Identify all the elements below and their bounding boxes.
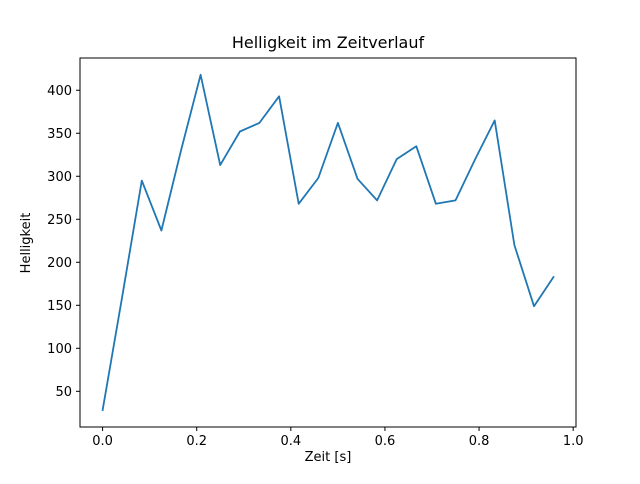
x-tick-label: 0.6 <box>375 434 396 449</box>
y-axis-label: Helligkeit <box>19 213 34 274</box>
x-tick-label: 1.0 <box>563 434 584 449</box>
x-tick-label: 0.8 <box>469 434 490 449</box>
y-tick-label: 350 <box>47 127 72 142</box>
y-tick-label: 200 <box>47 256 72 271</box>
x-axis-label: Zeit [s] <box>305 450 352 465</box>
x-tick-label: 0.2 <box>186 434 207 449</box>
x-tick-label: 0.0 <box>92 434 113 449</box>
y-tick-label: 300 <box>47 170 72 185</box>
y-tick-label: 50 <box>55 385 72 400</box>
y-tick-label: 150 <box>47 299 72 314</box>
y-tick-label: 400 <box>47 84 72 99</box>
axes-spines <box>79 57 577 428</box>
y-tick-label: 100 <box>47 342 72 357</box>
plot-area: 0.0 0.2 0.4 0.6 0.8 1.0 50 100 150 200 250 300 350 40… <box>47 57 584 449</box>
y-tick-label: 250 <box>47 213 72 228</box>
x-tick-label: 0.4 <box>280 434 301 449</box>
data-line <box>101 73 555 412</box>
chart-title: Helligkeit im Zeitverlauf <box>232 33 425 52</box>
